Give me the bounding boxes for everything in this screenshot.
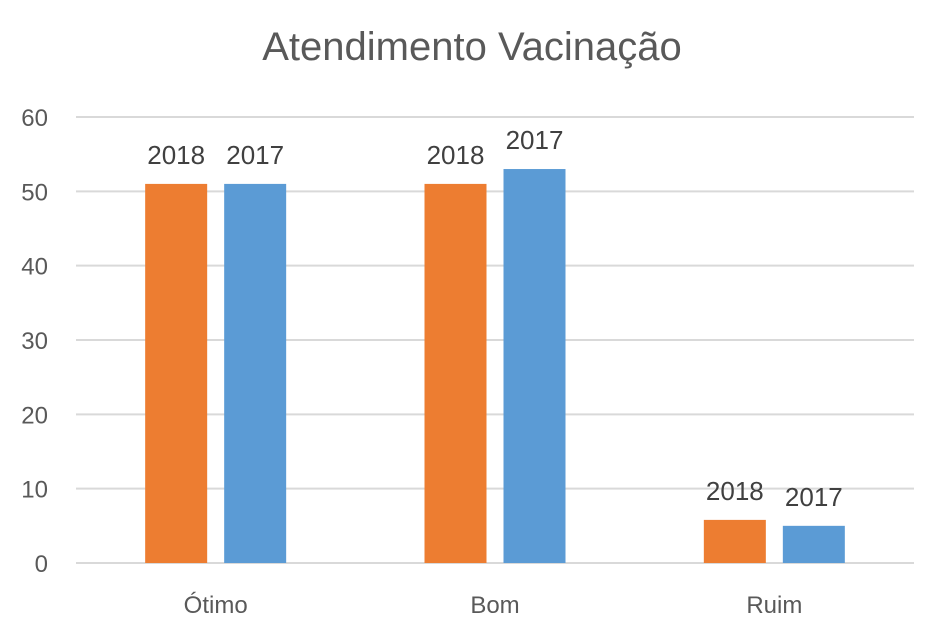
y-tick-label: 0 xyxy=(35,551,48,578)
x-category-label: Bom xyxy=(470,592,519,619)
y-tick-label: 10 xyxy=(21,477,48,504)
data-label-2018: 2018 xyxy=(706,476,764,506)
bars xyxy=(145,169,845,564)
y-tick-label: 50 xyxy=(21,179,48,206)
y-tick-label: 60 xyxy=(21,105,48,132)
bar-2017-0 xyxy=(224,183,287,563)
bar-2018-0 xyxy=(145,183,208,563)
bar-2017-1 xyxy=(503,169,566,564)
bar-2017-2 xyxy=(782,525,845,563)
bar-2018-2 xyxy=(703,519,766,563)
y-axis-tick-labels: 0 10 20 30 40 50 60 xyxy=(21,105,48,578)
x-category-label: Ótimo xyxy=(184,592,248,619)
y-tick-label: 20 xyxy=(21,402,48,429)
data-label-2017: 2017 xyxy=(506,125,564,155)
y-tick-label: 40 xyxy=(21,254,48,281)
data-label-2017: 2017 xyxy=(226,140,284,170)
data-label-2018: 2018 xyxy=(427,140,485,170)
x-axis-category-labels: Ótimo Bom Ruim xyxy=(184,592,803,619)
y-tick-label: 30 xyxy=(21,328,48,355)
gridlines xyxy=(76,116,914,564)
data-labels: 2018 2017 2018 2017 2018 2017 xyxy=(147,125,843,512)
data-label-2017: 2017 xyxy=(785,482,843,512)
x-category-label: Ruim xyxy=(746,592,802,619)
chart-title: Atendimento Vacinação xyxy=(262,25,682,69)
data-label-2018: 2018 xyxy=(147,140,205,170)
bar-2018-1 xyxy=(424,183,487,563)
